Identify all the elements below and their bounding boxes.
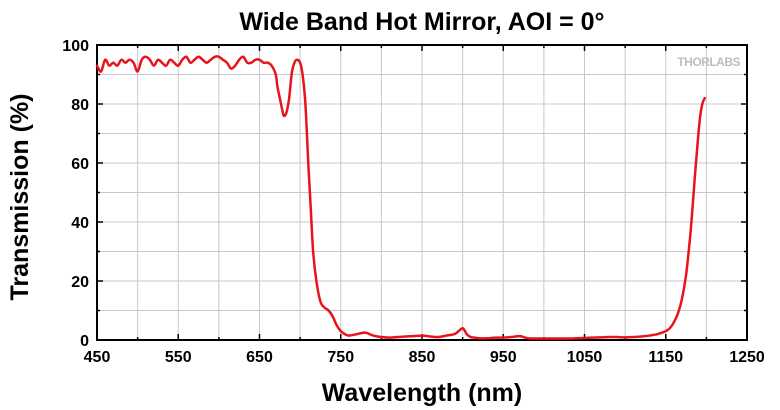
thorlabs-watermark: THORLABS — [677, 55, 740, 69]
y-tick-label: 80 — [71, 97, 89, 114]
series-line — [95, 55, 706, 340]
y-tick-label: 0 — [80, 333, 89, 350]
x-tick-label: 850 — [409, 349, 436, 366]
x-tick-label: 650 — [246, 349, 273, 366]
x-tick-label: 1150 — [648, 349, 683, 366]
y-tick-label: 40 — [71, 215, 89, 232]
x-tick-label: 1050 — [567, 349, 603, 366]
x-axis-label: Wavelength (nm) — [322, 379, 522, 407]
y-tick-label: 60 — [71, 156, 89, 173]
y-tick-label: 20 — [71, 274, 89, 291]
axis-ticks — [96, 44, 748, 341]
y-axis-label: Transmission (%) — [6, 94, 34, 301]
x-tick-label: 550 — [165, 349, 192, 366]
x-tick-label: 1250 — [729, 349, 765, 366]
grid-lines — [97, 45, 747, 340]
y-tick-labels: 0 20 40 60 80 100 — [62, 38, 89, 350]
y-tick-label: 100 — [62, 38, 89, 55]
chart-title: Wide Band Hot Mirror, AOI = 0° — [239, 8, 604, 36]
x-tick-label: 750 — [327, 349, 354, 366]
x-tick-labels: 450 550 650 750 850 950 1050 1150 1250 — [84, 349, 765, 366]
x-tick-label: 950 — [490, 349, 517, 366]
x-tick-label: 450 — [84, 349, 111, 366]
